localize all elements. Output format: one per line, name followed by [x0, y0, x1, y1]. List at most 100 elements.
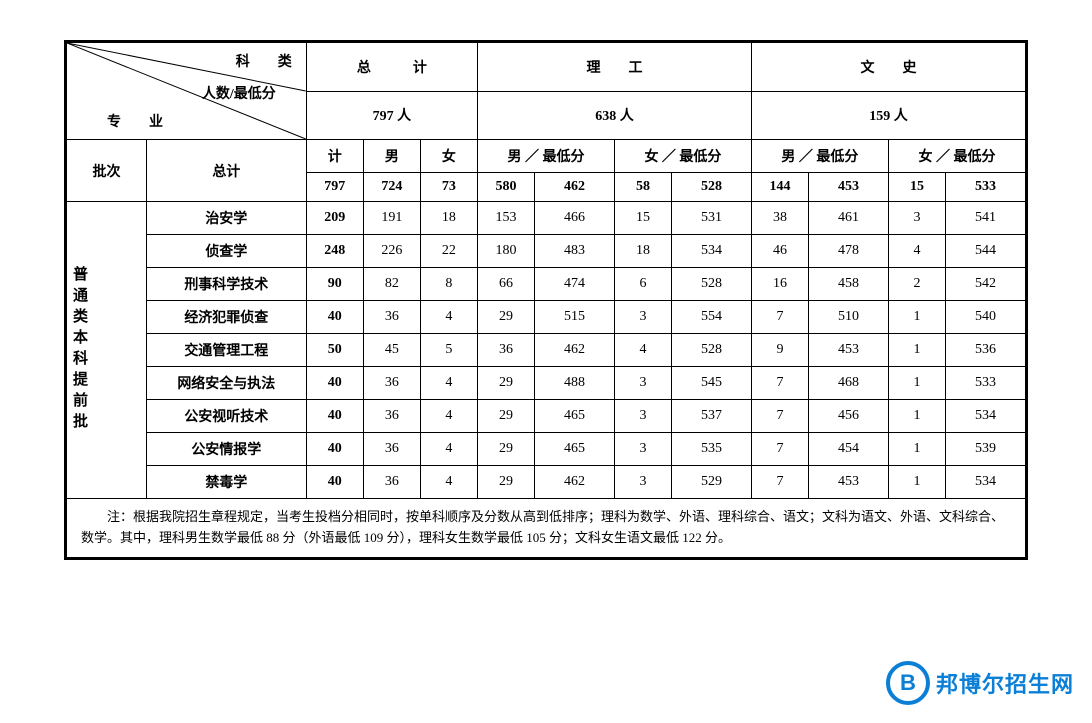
- cell-s-n: 36: [477, 334, 534, 367]
- cell-l-v: 2: [888, 268, 945, 301]
- cell-l-vm: 540: [946, 301, 1026, 334]
- group-header-total: 总 计: [306, 43, 477, 92]
- major-name: 治安学: [146, 202, 306, 235]
- cell-s-vm: 528: [672, 268, 752, 301]
- cell-s-v: 3: [614, 466, 671, 499]
- cell-l-nm: 461: [809, 202, 889, 235]
- cell-nan: 191: [363, 202, 420, 235]
- cell-s-vm: 537: [672, 400, 752, 433]
- cell-l-vm: 536: [946, 334, 1026, 367]
- cell-l-nm: 453: [809, 334, 889, 367]
- cell-nan: 36: [363, 400, 420, 433]
- totals-l-n: 144: [751, 173, 808, 202]
- col-nv: 女: [420, 140, 477, 173]
- cell-l-v: 1: [888, 433, 945, 466]
- cell-nv: 4: [420, 400, 477, 433]
- cell-l-nm: 510: [809, 301, 889, 334]
- data-body: 普通类本科提前批治安学2091911815346615531384613541侦…: [67, 202, 1026, 499]
- cell-s-vm: 531: [672, 202, 752, 235]
- cell-nv: 5: [420, 334, 477, 367]
- cell-s-nm: 483: [535, 235, 615, 268]
- score-table-container: 科 类 人数/最低分 专 业 总 计 理 工 文 史 797 人 638 人 1…: [64, 40, 1028, 560]
- group-count-total: 797 人: [306, 91, 477, 140]
- col-label-row-1: 批次 总计 计 男 女 男 ／ 最低分 女 ／ 最低分 男 ／ 最低分 女 ／ …: [67, 140, 1026, 173]
- major-name: 网络安全与执法: [146, 367, 306, 400]
- cell-l-v: 1: [888, 400, 945, 433]
- cell-nan: 45: [363, 334, 420, 367]
- cell-ji: 209: [306, 202, 363, 235]
- cell-s-nm: 462: [535, 466, 615, 499]
- totals-nv: 73: [420, 173, 477, 202]
- cell-s-nm: 474: [535, 268, 615, 301]
- cell-l-vm: 542: [946, 268, 1026, 301]
- major-name: 公安视听技术: [146, 400, 306, 433]
- cell-s-v: 4: [614, 334, 671, 367]
- cell-nan: 226: [363, 235, 420, 268]
- cell-s-n: 29: [477, 400, 534, 433]
- table-row: 刑事科学技术90828664746528164582542: [67, 268, 1026, 301]
- cell-ji: 40: [306, 400, 363, 433]
- table-row: 公安情报学4036429465353574541539: [67, 433, 1026, 466]
- col-nan: 男: [363, 140, 420, 173]
- major-name: 禁毒学: [146, 466, 306, 499]
- cell-s-v: 3: [614, 433, 671, 466]
- cell-s-n: 29: [477, 466, 534, 499]
- table-row: 禁毒学4036429462352974531534: [67, 466, 1026, 499]
- cell-s-n: 153: [477, 202, 534, 235]
- note-row: 注：根据我院招生章程规定，当考生投档分相同时，按单科顺序及分数从高到低排序；理科…: [67, 499, 1026, 558]
- cell-nv: 22: [420, 235, 477, 268]
- cell-l-v: 1: [888, 301, 945, 334]
- cell-ji: 40: [306, 433, 363, 466]
- group-count-liberal: 159 人: [751, 91, 1025, 140]
- col-sci-nan-min: 男 ／ 最低分: [477, 140, 614, 173]
- cell-l-vm: 539: [946, 433, 1026, 466]
- cell-s-v: 3: [614, 367, 671, 400]
- batch-label: 普通类本科提前批: [69, 266, 90, 434]
- totals-ji: 797: [306, 173, 363, 202]
- cell-l-nm: 478: [809, 235, 889, 268]
- col-total: 总计: [146, 140, 306, 202]
- cell-nan: 82: [363, 268, 420, 301]
- cell-nan: 36: [363, 301, 420, 334]
- cell-s-nm: 465: [535, 400, 615, 433]
- cell-l-n: 38: [751, 202, 808, 235]
- major-name: 刑事科学技术: [146, 268, 306, 301]
- cell-s-nm: 462: [535, 334, 615, 367]
- note-cell: 注：根据我院招生章程规定，当考生投档分相同时，按单科顺序及分数从高到低排序；理科…: [67, 499, 1026, 558]
- cell-ji: 40: [306, 466, 363, 499]
- cell-s-v: 3: [614, 400, 671, 433]
- cell-s-nm: 466: [535, 202, 615, 235]
- totals-l-nm: 453: [809, 173, 889, 202]
- cell-l-n: 9: [751, 334, 808, 367]
- cell-l-v: 1: [888, 466, 945, 499]
- totals-l-vm: 533: [946, 173, 1026, 202]
- cell-l-nm: 453: [809, 466, 889, 499]
- cell-l-n: 7: [751, 367, 808, 400]
- cell-s-vm: 545: [672, 367, 752, 400]
- cell-s-vm: 534: [672, 235, 752, 268]
- diag-label-count: 人数/最低分: [202, 83, 276, 103]
- cell-nan: 36: [363, 433, 420, 466]
- col-sci-nv-min: 女 ／ 最低分: [614, 140, 751, 173]
- col-lib-nan-min: 男 ／ 最低分: [751, 140, 888, 173]
- cell-l-nm: 458: [809, 268, 889, 301]
- cell-nv: 4: [420, 433, 477, 466]
- cell-l-vm: 544: [946, 235, 1026, 268]
- logo-b-icon: B: [886, 661, 930, 705]
- cell-l-nm: 468: [809, 367, 889, 400]
- cell-ji: 90: [306, 268, 363, 301]
- cell-s-vm: 529: [672, 466, 752, 499]
- cell-s-nm: 488: [535, 367, 615, 400]
- table-row: 网络安全与执法4036429488354574681533: [67, 367, 1026, 400]
- cell-l-n: 7: [751, 301, 808, 334]
- cell-l-v: 4: [888, 235, 945, 268]
- cell-nv: 18: [420, 202, 477, 235]
- score-table: 科 类 人数/最低分 专 业 总 计 理 工 文 史 797 人 638 人 1…: [66, 42, 1026, 558]
- cell-nv: 4: [420, 367, 477, 400]
- cell-l-nm: 454: [809, 433, 889, 466]
- table-row: 公安视听技术4036429465353774561534: [67, 400, 1026, 433]
- cell-l-vm: 533: [946, 367, 1026, 400]
- col-batch: 批次: [67, 140, 147, 202]
- totals-s-v: 58: [614, 173, 671, 202]
- major-name: 交通管理工程: [146, 334, 306, 367]
